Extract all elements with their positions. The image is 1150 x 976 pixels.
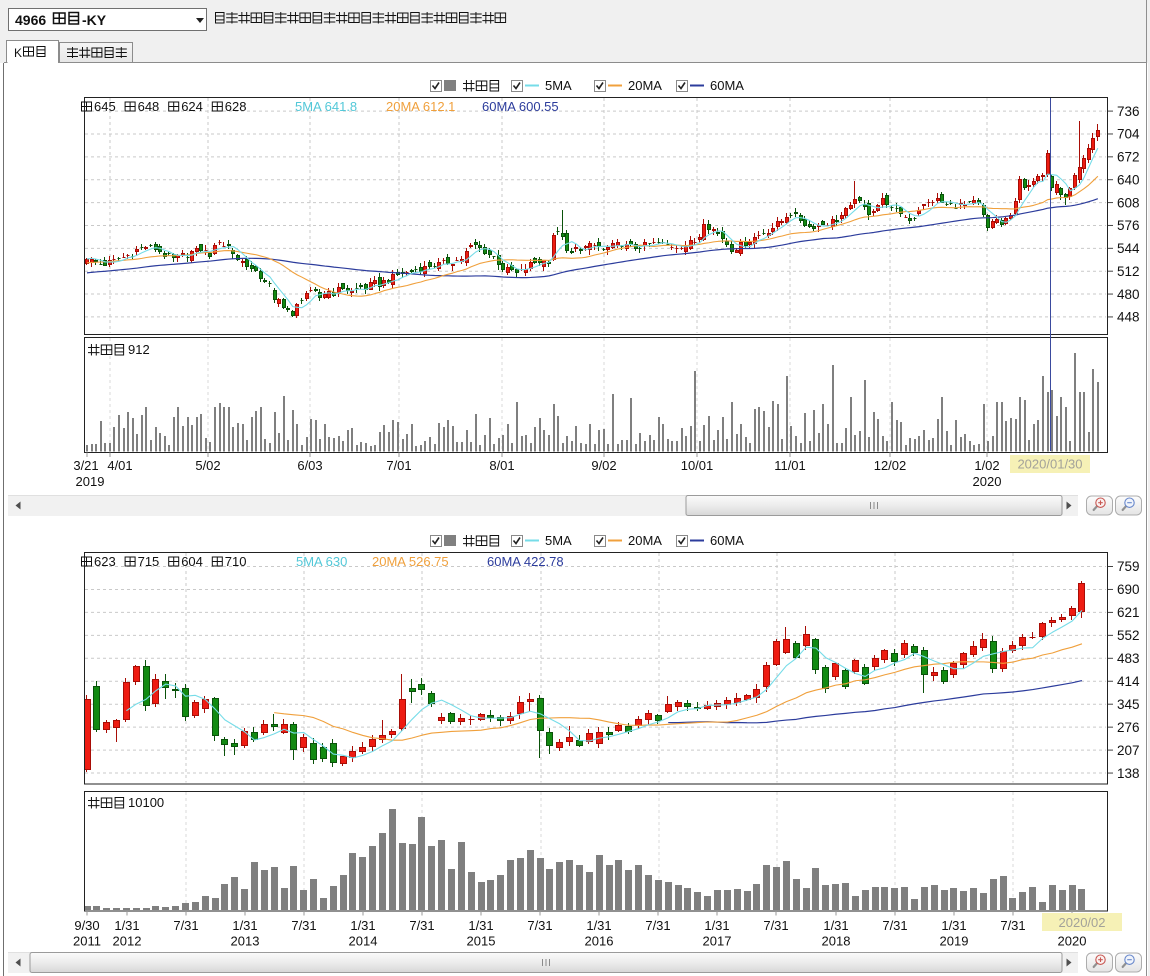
svg-text:9/02: 9/02 [591,458,616,473]
svg-text:6/03: 6/03 [297,458,322,473]
svg-text:552: 552 [1117,628,1140,643]
svg-text:608: 608 [1117,195,1140,210]
svg-text:7/01: 7/01 [386,458,411,473]
svg-text:20MA 526.75: 20MA 526.75 [372,554,449,569]
svg-text:1/31: 1/31 [586,918,611,933]
svg-text:K: K [14,46,22,60]
svg-text:1/31: 1/31 [823,918,848,933]
svg-text:1/31: 1/31 [468,918,493,933]
svg-text:2016: 2016 [585,934,614,949]
svg-text:60MA 422.78: 60MA 422.78 [487,554,564,569]
svg-text:544: 544 [1117,241,1140,256]
svg-text:1/02: 1/02 [974,458,999,473]
svg-text:414: 414 [1117,674,1140,689]
svg-text:648: 648 [138,99,160,114]
svg-text:1/31: 1/31 [114,918,139,933]
svg-text:7/31: 7/31 [645,918,670,933]
svg-text:5MA 641.8: 5MA 641.8 [295,99,357,114]
svg-text:1/31: 1/31 [232,918,257,933]
svg-text:5MA: 5MA [545,533,572,548]
svg-text:60MA: 60MA [710,533,744,548]
svg-text:4966: 4966 [15,12,46,28]
svg-text:448: 448 [1117,310,1140,325]
svg-text:138: 138 [1117,766,1140,781]
svg-text:8/01: 8/01 [489,458,514,473]
svg-text:623: 623 [94,554,116,569]
svg-text:1/31: 1/31 [350,918,375,933]
svg-text:2020/02: 2020/02 [1059,915,1106,930]
svg-text:12/02: 12/02 [874,458,907,473]
svg-text:4/01: 4/01 [107,458,132,473]
svg-text:20MA: 20MA [628,533,662,548]
svg-text:576: 576 [1117,218,1140,233]
svg-text:207: 207 [1117,743,1140,758]
svg-text:10100: 10100 [128,795,164,810]
svg-text:640: 640 [1117,172,1140,187]
svg-text:715: 715 [138,554,160,569]
svg-text:3/21: 3/21 [73,458,98,473]
svg-text:5MA: 5MA [545,78,572,93]
svg-text:7/31: 7/31 [291,918,316,933]
svg-text:7/31: 7/31 [1000,918,1025,933]
svg-text:-KY: -KY [82,12,107,28]
svg-text:645: 645 [94,99,116,114]
svg-text:2020/01/30: 2020/01/30 [1017,457,1082,472]
svg-text:2018: 2018 [822,934,851,949]
svg-text:621: 621 [1117,605,1140,620]
svg-text:2020: 2020 [973,474,1002,489]
svg-text:483: 483 [1117,651,1140,666]
svg-text:60MA: 60MA [710,78,744,93]
svg-text:672: 672 [1117,150,1140,165]
svg-text:628: 628 [225,99,247,114]
svg-text:7/31: 7/31 [763,918,788,933]
svg-text:9/30: 9/30 [74,918,99,933]
svg-text:624: 624 [181,99,203,114]
svg-text:20MA: 20MA [628,78,662,93]
svg-text:690: 690 [1117,582,1140,597]
svg-text:512: 512 [1117,264,1140,279]
svg-text:710: 710 [225,554,247,569]
svg-text:736: 736 [1117,104,1140,119]
svg-text:7/31: 7/31 [527,918,552,933]
svg-text:1/31: 1/31 [704,918,729,933]
svg-text:704: 704 [1117,127,1140,142]
svg-text:2012: 2012 [113,934,142,949]
svg-text:60MA 600.55: 60MA 600.55 [482,99,559,114]
svg-text:7/31: 7/31 [173,918,198,933]
svg-text:20MA 612.1: 20MA 612.1 [386,99,455,114]
svg-text:2015: 2015 [467,934,496,949]
svg-text:2017: 2017 [703,934,732,949]
svg-text:480: 480 [1117,287,1140,302]
svg-text:5MA 630: 5MA 630 [296,554,347,569]
svg-text:7/31: 7/31 [409,918,434,933]
svg-text:2011: 2011 [73,934,101,949]
svg-text:2013: 2013 [231,934,260,949]
svg-text:759: 759 [1117,559,1140,574]
svg-text:2014: 2014 [349,934,378,949]
svg-text:912: 912 [128,342,150,357]
svg-text:2019: 2019 [940,934,969,949]
svg-text:10/01: 10/01 [681,458,714,473]
svg-text:276: 276 [1117,720,1140,735]
svg-text:1/31: 1/31 [941,918,966,933]
svg-text:2020: 2020 [1058,934,1087,949]
svg-text:11/01: 11/01 [774,458,806,473]
svg-text:345: 345 [1117,697,1140,712]
svg-text:7/31: 7/31 [882,918,907,933]
svg-text:2019: 2019 [76,474,105,489]
svg-text:604: 604 [181,554,203,569]
svg-text:5/02: 5/02 [195,458,220,473]
